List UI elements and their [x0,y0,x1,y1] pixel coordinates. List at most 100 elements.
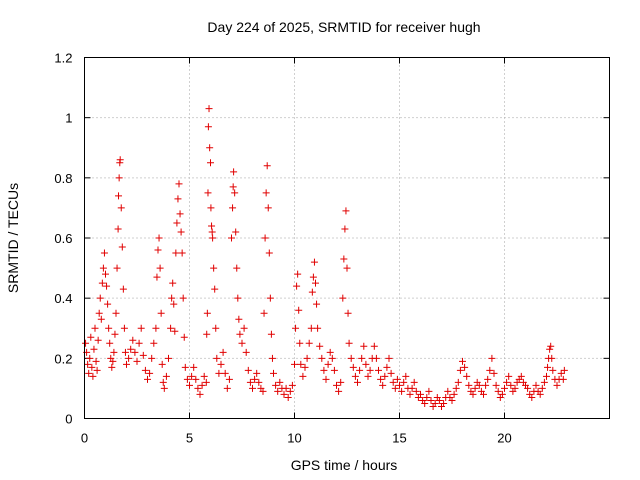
data-point [229,183,237,191]
data-point [538,384,546,392]
data-point [444,387,452,395]
data-point [121,348,129,356]
data-point [87,333,95,341]
data-point [180,333,188,341]
data-point [440,399,448,407]
data-point [307,324,315,332]
data-point [206,144,214,152]
x-tick-label: 10 [287,431,301,446]
data-point [264,204,272,212]
data-point [342,207,350,215]
data-point [544,363,552,371]
data-point [244,366,252,374]
data-point [120,324,128,332]
data-point [313,300,321,308]
data-point [549,366,557,374]
data-point [146,369,154,377]
data-point [349,363,357,371]
data-point [137,324,145,332]
data-point [93,366,101,374]
data-point [169,279,177,287]
data-point [540,378,548,386]
data-point [212,324,220,332]
data-point [366,366,374,374]
data-point [417,390,424,398]
data-point [176,210,184,218]
data-point [203,309,211,317]
data-point [242,348,250,356]
data-point [490,369,498,377]
data-point [174,195,182,203]
data-point [148,354,156,362]
data-point [181,363,189,371]
data-point [459,357,466,365]
data-point [469,390,477,398]
data-point [232,228,240,236]
data-point [303,354,311,362]
data-point [165,354,172,362]
data-point [309,273,317,281]
data-point [204,189,212,197]
data-point [235,315,243,323]
data-point [233,264,241,272]
data-point [139,351,147,359]
data-point [375,366,382,374]
data-point [475,381,483,389]
data-point [427,396,435,404]
data-point [282,384,290,392]
data-point [301,363,309,371]
data-point [194,384,202,392]
data-point [454,378,462,386]
data-point [135,339,143,347]
data-point [341,225,349,233]
data-point [177,228,185,236]
data-point [354,378,361,386]
data-point [95,309,103,317]
data-point [505,372,513,380]
x-axis-label: GPS time / hours [291,457,398,473]
data-point [435,396,443,404]
data-point [425,387,433,395]
data-point [461,363,469,371]
data-point [167,324,175,332]
data-point [559,375,567,383]
data-point [156,264,164,272]
data-point [92,357,100,365]
data-point [494,387,502,395]
data-point [543,372,550,380]
data-point [347,354,355,362]
data-point [360,342,368,350]
data-point [452,384,460,392]
data-point [431,399,439,407]
data-point [160,384,168,392]
data-point [236,330,244,338]
data-point [389,378,397,386]
data-point [112,309,120,317]
data-point [308,288,316,296]
data-point [116,156,124,164]
data-point [117,204,125,212]
data-point [484,375,492,383]
data-point [398,387,406,395]
data-point [412,387,420,395]
data-point [186,381,193,389]
data-point [400,378,408,386]
data-point [141,366,149,374]
data-point [316,342,324,350]
data-point [340,255,348,263]
data-point [410,378,418,386]
data-point [372,354,380,362]
data-point [310,258,318,266]
data-point [246,378,254,386]
data-point [370,342,378,350]
data-point [322,375,330,383]
data-point [88,363,96,371]
data-point [188,372,196,380]
data-point [86,354,94,362]
data-point [115,174,123,182]
data-point [305,339,313,347]
data-point [501,384,508,392]
data-point [230,168,238,176]
data-point [351,372,359,380]
data-point [260,309,268,317]
